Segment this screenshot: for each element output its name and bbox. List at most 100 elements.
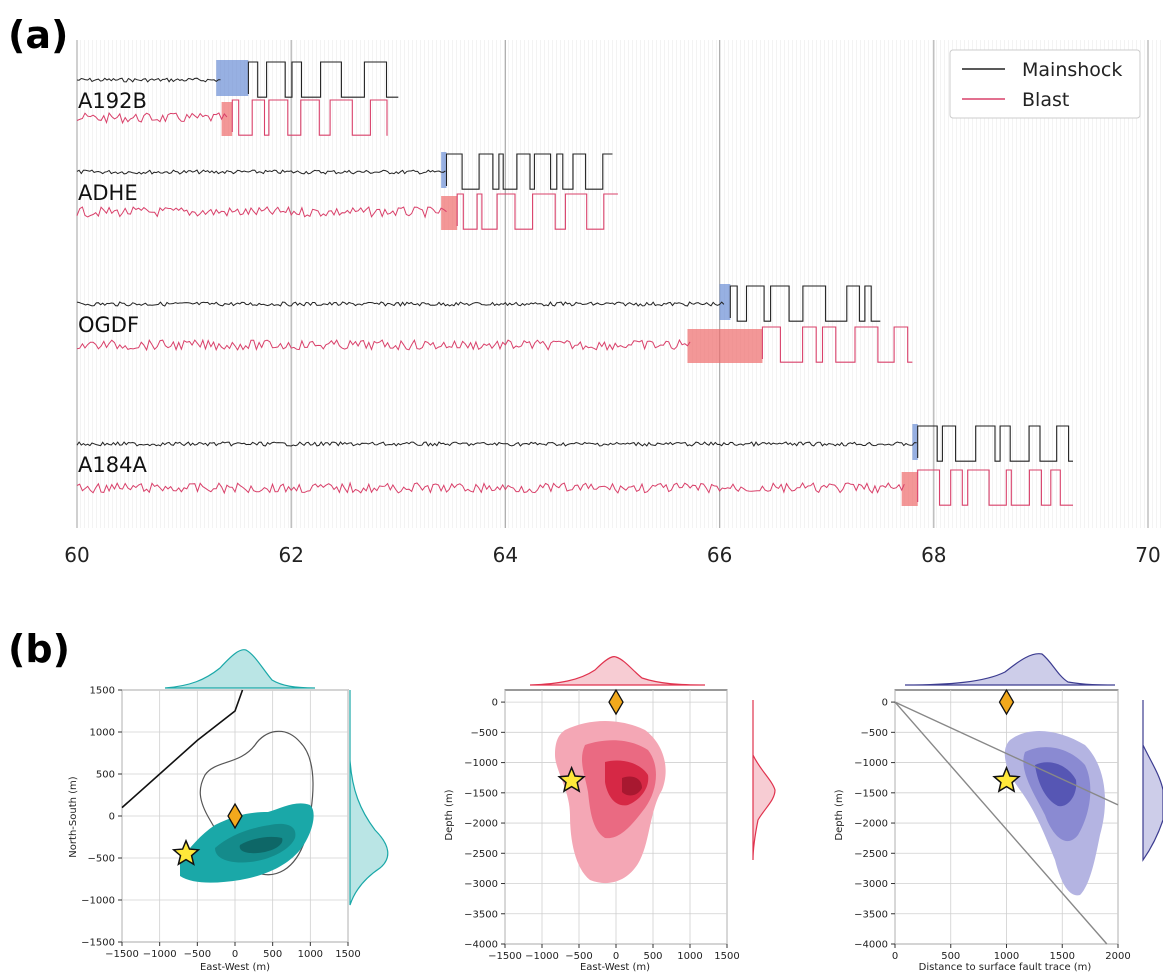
fault-plane-line-steep bbox=[894, 701, 1108, 945]
mainshock-noise-trace bbox=[76, 441, 917, 448]
blast-pick-window bbox=[687, 329, 763, 363]
y-tick-label: −3000 bbox=[464, 879, 498, 890]
b1-ylabel: North-South (m) bbox=[68, 776, 79, 857]
mainshock-pick-window bbox=[719, 284, 731, 320]
panel-b-subplot-3: 0 500 1000 1500 2000 0 −500 −1000 −1500 −2000 −250… bbox=[834, 653, 1163, 973]
y-tick-label: −1500 bbox=[81, 938, 115, 949]
blue-density-core bbox=[1035, 762, 1077, 807]
x-tick-label: 1000 bbox=[994, 951, 1019, 962]
blast-pick-window bbox=[901, 472, 918, 506]
y-tick-label: −3500 bbox=[464, 909, 498, 920]
y-tick-label: −2500 bbox=[464, 849, 498, 860]
panel-b-label: (b) bbox=[8, 627, 70, 671]
b2-ylabel: Depth (m) bbox=[444, 789, 455, 840]
y-tick-label: −3500 bbox=[854, 909, 888, 920]
y-tick-label: 1000 bbox=[90, 728, 115, 739]
right-marginal-density bbox=[752, 700, 776, 861]
blast-clipped-trace bbox=[917, 469, 1073, 506]
x-tick-label: −500 bbox=[565, 951, 592, 962]
x-tick-label: −1000 bbox=[525, 951, 559, 962]
mainshock-pick-window bbox=[441, 152, 447, 188]
station-label-OGDF: OGDF bbox=[78, 313, 139, 337]
x-tick-label: 500 bbox=[643, 951, 662, 962]
y-tick-label: 0 bbox=[882, 698, 888, 709]
panel-b-subplot-2: −1500 −1000 −500 0 500 1000 15000−500−1000−150… bbox=[444, 655, 776, 973]
x-tick-label: 1500 bbox=[335, 949, 360, 960]
blast-clipped-trace bbox=[761, 326, 913, 363]
y-tick-label: −1000 bbox=[81, 896, 115, 907]
panel-b-subplot-1: −1500 −1000 −500 0 500 1000 1500 1500 1000 500 0 −5… bbox=[68, 649, 389, 973]
blast-site-diamond-marker bbox=[227, 802, 243, 830]
right-marginal-density bbox=[349, 690, 389, 906]
y-tick-label: 0 bbox=[492, 698, 498, 709]
blast-noise-trace bbox=[76, 338, 691, 352]
epicenter-star-marker bbox=[557, 765, 586, 793]
station-label-ADHE: ADHE bbox=[78, 181, 138, 205]
y-tick-label: −500 bbox=[88, 854, 115, 865]
mainshock-clipped-trace bbox=[247, 61, 399, 98]
blast-pick-window bbox=[221, 102, 233, 136]
panel-a-grid-background bbox=[77, 40, 1163, 528]
y-tick-label: −3000 bbox=[854, 879, 888, 890]
y-tick-label: −4000 bbox=[854, 940, 888, 951]
blast-noise-trace bbox=[76, 481, 905, 495]
blast-clipped-trace bbox=[231, 99, 388, 136]
blast-noise-trace bbox=[76, 205, 447, 219]
y-tick-label: −1500 bbox=[464, 788, 498, 799]
x-tick-label: 500 bbox=[941, 951, 960, 962]
station-label-A192B: A192B bbox=[78, 89, 147, 113]
x-tick-label: 70 bbox=[1135, 543, 1160, 567]
y-tick-label: −1500 bbox=[854, 788, 888, 799]
teal-density-peak bbox=[239, 836, 283, 854]
mainshock-clipped-trace bbox=[445, 153, 613, 190]
fault-trace-line bbox=[121, 689, 244, 809]
blast-site-diamond-marker bbox=[608, 688, 624, 716]
legend: Mainshock Blast bbox=[949, 49, 1141, 119]
right-marginal-density bbox=[1142, 700, 1163, 862]
x-tick-label: 62 bbox=[278, 543, 303, 567]
mainshock-clipped-trace bbox=[917, 425, 1073, 462]
y-tick-label: −4000 bbox=[464, 940, 498, 951]
x-tick-label: 1000 bbox=[298, 949, 323, 960]
panel-a-label: (a) bbox=[8, 13, 68, 57]
top-marginal-density bbox=[529, 655, 706, 686]
mainshock-pick-window bbox=[216, 60, 249, 96]
y-tick-label: −2500 bbox=[854, 849, 888, 860]
y-tick-label: −1000 bbox=[464, 758, 498, 769]
y-tick-label: 1500 bbox=[90, 686, 115, 697]
x-tick-label: 0 bbox=[232, 949, 238, 960]
y-tick-label: −2000 bbox=[854, 819, 888, 830]
panel-a-plot: A192B ADHE OGDF A184A 60 62 64 66 68 70 bbox=[64, 40, 1163, 567]
blast-clipped-trace bbox=[456, 193, 618, 230]
b2-xlabel: East-West (m) bbox=[580, 962, 650, 973]
x-tick-label: 1500 bbox=[1050, 951, 1075, 962]
x-tick-label: 0 bbox=[613, 951, 619, 962]
x-tick-label: 2000 bbox=[1105, 951, 1130, 962]
blast-noise-trace bbox=[76, 111, 228, 125]
y-tick-label: −1000 bbox=[854, 758, 888, 769]
x-tick-label: 500 bbox=[263, 949, 282, 960]
legend-box bbox=[949, 49, 1141, 119]
x-tick-label: 64 bbox=[493, 543, 518, 567]
top-marginal-density bbox=[164, 649, 316, 689]
mainshock-noise-trace bbox=[76, 77, 221, 83]
blast-site-diamond-marker bbox=[998, 688, 1015, 716]
x-tick-label: −1500 bbox=[488, 951, 522, 962]
y-tick-label: 500 bbox=[96, 770, 115, 781]
x-tick-label: 1500 bbox=[714, 951, 739, 962]
mainshock-noise-trace bbox=[76, 301, 725, 307]
x-tick-label: −1000 bbox=[143, 949, 177, 960]
station-label-A184A: A184A bbox=[78, 453, 147, 477]
mainshock-clipped-trace bbox=[729, 285, 881, 322]
mainshock-pick-window bbox=[912, 424, 918, 460]
y-tick-label: 0 bbox=[109, 812, 115, 823]
x-tick-label: 66 bbox=[707, 543, 732, 567]
x-tick-label: 68 bbox=[921, 543, 946, 567]
y-tick-label: −500 bbox=[861, 728, 888, 739]
b1-xlabel: East-West (m) bbox=[200, 962, 270, 973]
legend-blast-label: Blast bbox=[1022, 89, 1069, 111]
top-marginal-density bbox=[904, 653, 1116, 686]
epicenter-star-marker bbox=[992, 765, 1021, 793]
blast-pick-window bbox=[441, 196, 458, 230]
